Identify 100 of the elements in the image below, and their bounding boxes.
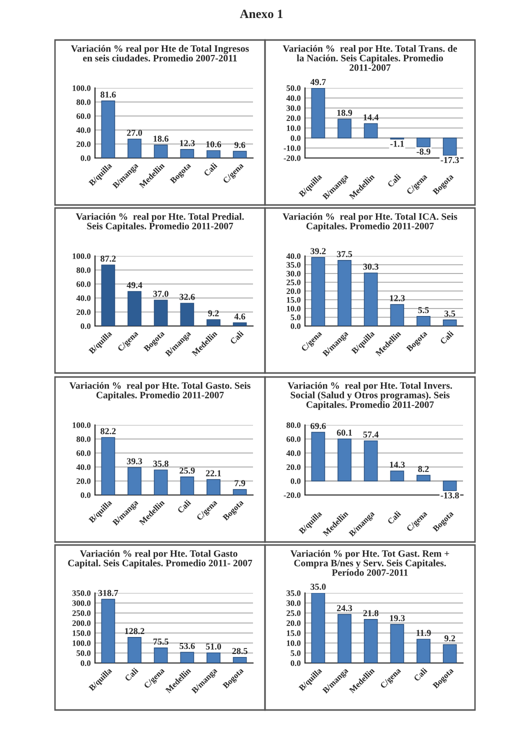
bar (338, 118, 352, 138)
y-tick-label: 0.0 (80, 660, 91, 666)
chart-title: Variación % real por Hte. Total Invers. Social (Salud y Otros programas). Seis Capitales. Promedio 2011-2007 (288, 382, 452, 410)
y-tick-label: 40.0 (76, 464, 91, 470)
chart-title: Variación % real por Hte. Total ICA. Seis Capitales. Promedio 2011-2007 (282, 213, 458, 232)
chart-title: Variación % real por Hte. Total Predial. Seis Capitales. Promedio 2011-2007 (76, 213, 244, 232)
y-tick-label: 80.0 (286, 422, 301, 428)
y-tick-label: 5.0 (290, 650, 301, 656)
x-tick-label: Cali (413, 667, 428, 682)
y-tick-label: 80.0 (76, 99, 91, 106)
bar (311, 593, 326, 663)
y-tick-label: 20.0 (286, 288, 301, 294)
bar (154, 300, 168, 326)
y-tick-label: 50.0 (286, 85, 301, 92)
bar (442, 644, 457, 663)
data-label: 39.2 (310, 248, 326, 254)
data-label: 4.6 (234, 313, 246, 320)
y-tick-label: 300.0 (72, 600, 91, 606)
bar (364, 272, 378, 326)
y-tick-label: 25.0 (286, 610, 301, 616)
y-tick-label: 80.0 (76, 436, 91, 442)
data-label: 22.1 (206, 470, 221, 476)
y-tick-label: 60.0 (76, 113, 91, 120)
bar (101, 437, 116, 495)
y-tick-label: 60.0 (76, 450, 91, 456)
data-label: 19.3 (390, 615, 405, 622)
data-label: 30.3 (363, 264, 378, 270)
data-label: 60.1 (336, 430, 352, 436)
bar (206, 652, 220, 663)
bar (311, 257, 326, 326)
data-label: 49.7 (310, 79, 326, 86)
y-tick-label: 150.0 (72, 630, 91, 636)
data-label: 51.0 (206, 643, 222, 650)
data-label: 24.3 (336, 605, 352, 612)
bar (154, 144, 168, 158)
data-label: 9.2 (208, 310, 219, 316)
y-tick-label: 350.0 (72, 590, 91, 596)
bar (128, 637, 142, 663)
data-label: 14.3 (390, 462, 405, 468)
y-tick-label: 30.0 (286, 600, 301, 606)
data-label: 37.5 (336, 251, 352, 258)
y-tick-label: 30.0 (286, 270, 301, 277)
data-label: 12.3 (390, 295, 405, 302)
y-tick-label: 35.0 (286, 590, 301, 596)
x-tick-label: Cali (230, 330, 244, 344)
data-label: 39.3 (126, 458, 142, 464)
bar (206, 479, 220, 495)
y-tick-label: 60.0 (286, 436, 301, 442)
y-tick-label: 5.0 (290, 314, 301, 320)
x-tick-label: Cali (386, 510, 402, 525)
data-label: 32.6 (180, 294, 195, 300)
bar (311, 88, 326, 138)
data-label: 7.9 (234, 480, 246, 486)
bar (338, 614, 352, 663)
bar (338, 438, 352, 482)
data-label: 81.6 (100, 92, 116, 98)
y-tick-label: 10.0 (286, 640, 301, 646)
data-label: 87.2 (100, 256, 116, 262)
data-label: 27.0 (126, 130, 142, 136)
bar (442, 480, 457, 492)
y-tick-label: 20.0 (286, 620, 301, 626)
bar (180, 149, 194, 158)
y-tick-label: 20.0 (286, 464, 301, 470)
y-tick-label: -10.0 (284, 145, 301, 152)
data-label: 14.4 (364, 114, 379, 120)
data-label: 18.9 (337, 110, 352, 116)
data-label: 75.5 (153, 638, 168, 645)
data-label: 8.2 (418, 466, 429, 472)
text: Anexo 1 (240, 10, 283, 18)
bar (232, 150, 247, 158)
bar (416, 474, 430, 482)
bar (390, 470, 404, 482)
y-tick-label: 10.0 (286, 125, 301, 132)
bar (101, 598, 116, 663)
y-tick-label: 80.0 (76, 267, 91, 274)
y-tick-label: 0.0 (290, 135, 301, 142)
data-label: 18.6 (154, 136, 168, 142)
bar (232, 656, 247, 663)
y-tick-label: 40.0 (76, 127, 91, 134)
y-tick-label: 25.0 (286, 280, 301, 286)
data-label: 82.2 (100, 428, 116, 434)
bar (128, 467, 142, 495)
data-label: 12.3 (180, 140, 195, 146)
data-label: 10.6 (206, 141, 222, 148)
y-tick-label: 100.0 (72, 85, 91, 92)
x-tick-label: Cali (386, 173, 402, 188)
bar (416, 316, 430, 326)
y-tick-label: 0.0 (80, 323, 91, 330)
data-label: 49.4 (126, 282, 142, 288)
data-label: 69.6 (310, 422, 326, 430)
bar (180, 476, 194, 495)
y-tick-label: 40.0 (286, 253, 301, 260)
bar (416, 138, 430, 148)
bar (311, 432, 326, 482)
data-label: 5.5 (418, 307, 429, 314)
y-tick-label: 20.0 (76, 141, 91, 148)
data-label: -17.3 (440, 156, 459, 164)
data-label: 37.0 (153, 290, 168, 297)
data-label: 35.8 (153, 460, 168, 467)
bar (364, 123, 378, 138)
